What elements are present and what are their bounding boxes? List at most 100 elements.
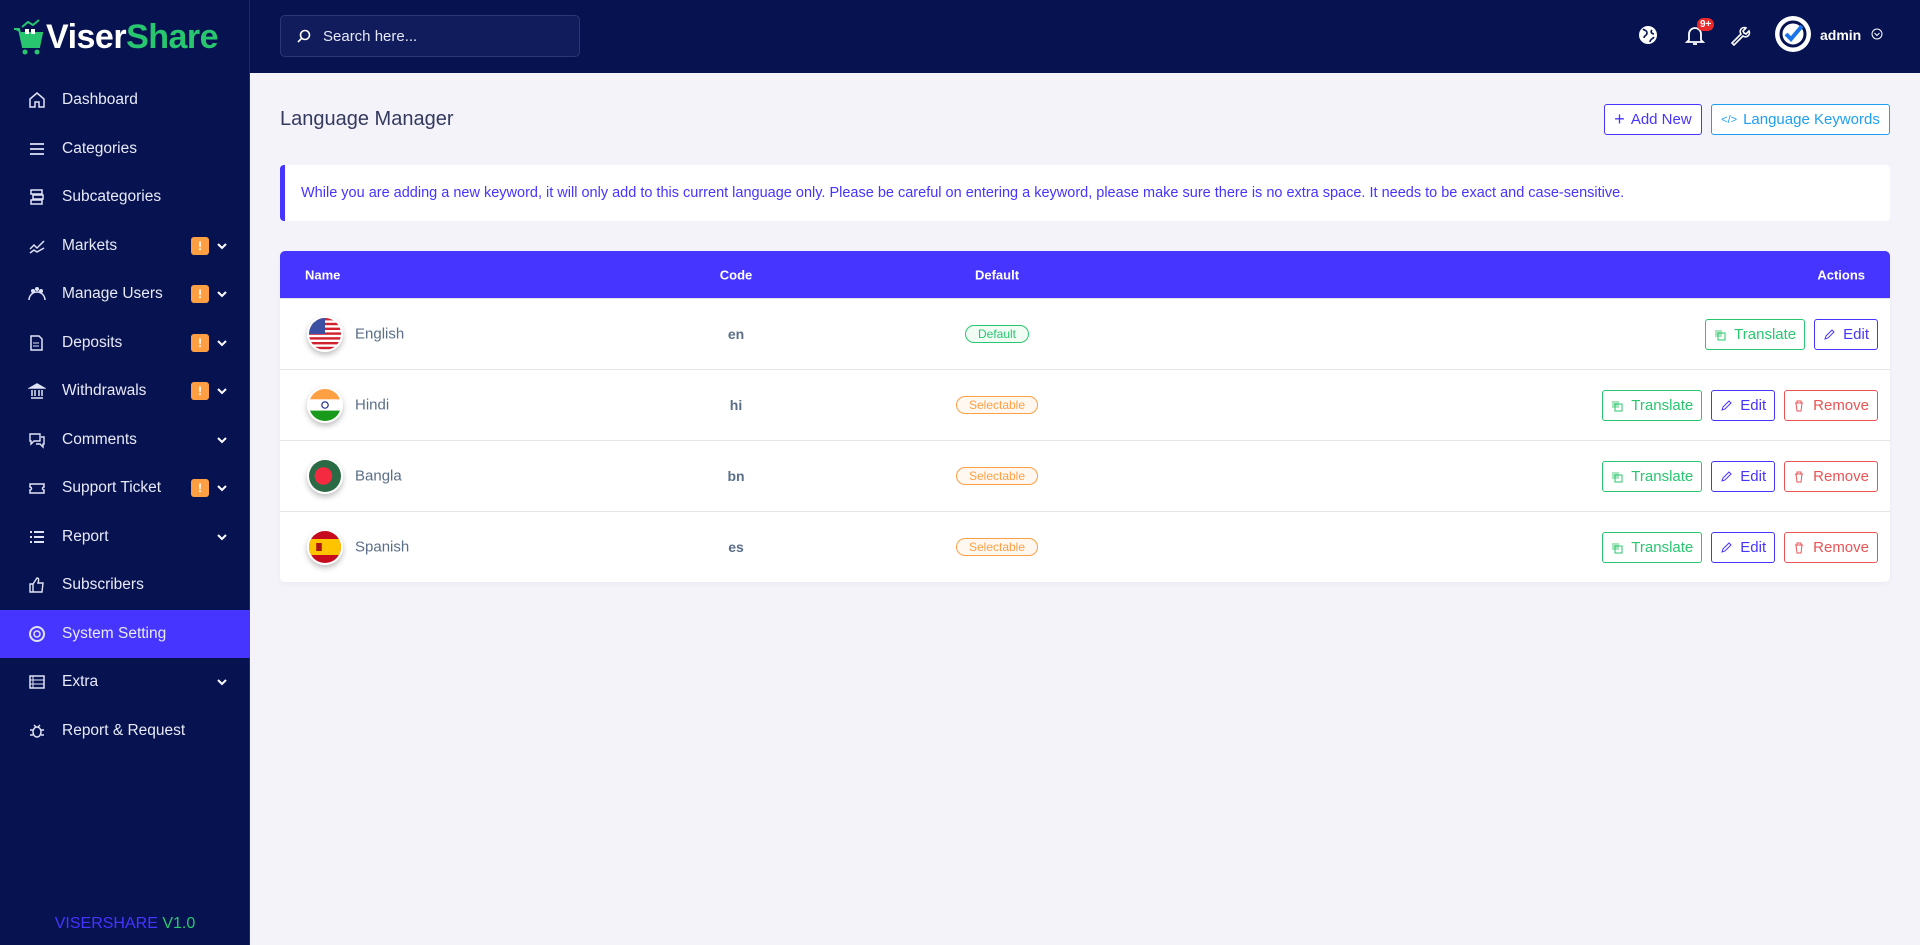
search-input[interactable]: Search here...: [280, 15, 580, 57]
sidebar-item-extra[interactable]: Extra: [0, 658, 250, 707]
edit-label: Edit: [1740, 397, 1767, 414]
sidebar-item-label: Subcategories: [62, 188, 162, 206]
header-default: Default: [974, 267, 1020, 282]
sidebar-item-support-ticket[interactable]: Support Ticket!: [0, 464, 250, 513]
globe-icon[interactable]: [1637, 24, 1659, 46]
notification-count: 9+: [1697, 18, 1715, 31]
version-name: VISERSHARE: [54, 915, 158, 932]
stack-icon: [28, 188, 46, 206]
sidebar-item-withdrawals[interactable]: Withdrawals!: [0, 367, 250, 416]
edit-button[interactable]: Edit: [1711, 532, 1776, 563]
sidebar-item-label: Comments: [62, 430, 137, 448]
info-alert: While you are adding a new keyword, it w…: [280, 165, 1890, 221]
logo[interactable]: Viser Share: [12, 18, 219, 57]
chevron-down-icon[interactable]: [216, 288, 228, 300]
language-code-text: en: [727, 326, 745, 342]
sidebar-item-categories[interactable]: Categories: [0, 125, 250, 174]
sidebar-item-subscribers[interactable]: Subscribers: [0, 561, 250, 610]
wrench-icon[interactable]: [1729, 24, 1751, 46]
header-code: Code: [719, 267, 753, 282]
list-icon: [28, 528, 46, 546]
chevron-down-circle-icon[interactable]: [1871, 28, 1883, 40]
username[interactable]: admin: [1820, 27, 1862, 43]
row-actions: Translate Edit: [1705, 319, 1878, 350]
language-name: Spanish: [355, 538, 410, 556]
translate-label: Translate: [1734, 326, 1797, 343]
alert-badge: !: [191, 333, 209, 352]
server-icon: [28, 673, 46, 691]
sidebar-item-label: System Setting: [62, 624, 167, 642]
sidebar-item-label: Categories: [62, 139, 137, 157]
sidebar-item-deposits[interactable]: Deposits!: [0, 319, 250, 368]
check-avatar-icon: [1779, 20, 1807, 48]
remove-label: Remove: [1813, 397, 1869, 414]
chevron-down-icon[interactable]: [216, 531, 228, 543]
language-code-text: hi: [729, 397, 743, 413]
chevron-down-icon[interactable]: [216, 240, 228, 252]
status-badge-text: Default: [964, 325, 1030, 343]
remove-button[interactable]: Remove: [1784, 390, 1878, 421]
sidebar-nav: Dashboard Categories Subcategories Markets!…: [0, 76, 250, 755]
sidebar-item-manage-users[interactable]: Manage Users!: [0, 270, 250, 319]
translate-label: Translate: [1631, 397, 1694, 414]
search-icon: [297, 29, 311, 43]
pencil-icon: [1824, 328, 1835, 340]
edit-button[interactable]: Edit: [1814, 319, 1878, 350]
sidebar-item-subcategories[interactable]: Subcategories: [0, 173, 250, 222]
code-icon: </>: [1721, 113, 1738, 126]
translate-button[interactable]: Translate: [1602, 390, 1703, 421]
add-new-button[interactable]: + Add New: [1604, 104, 1702, 135]
ticket-icon: [28, 479, 46, 497]
remove-button[interactable]: Remove: [1784, 532, 1878, 563]
header-name: Name: [305, 267, 341, 282]
chevron-down-icon[interactable]: [216, 385, 228, 397]
sidebar-item-dashboard[interactable]: Dashboard: [0, 76, 250, 125]
alert-text: While you are adding a new keyword, it w…: [301, 185, 1625, 201]
edit-label: Edit: [1740, 468, 1767, 485]
language-name: English: [355, 325, 405, 343]
sidebar-item-label: Dashboard: [62, 91, 138, 109]
chevron-down-icon[interactable]: [216, 482, 228, 494]
language-keywords-button[interactable]: </> Language Keywords: [1711, 104, 1890, 135]
pencil-icon: [1721, 541, 1732, 553]
row-actions: Translate Edit Remove: [1602, 532, 1878, 563]
sidebar-item-report[interactable]: Report: [0, 513, 250, 562]
flag-in-icon: [307, 387, 343, 423]
brand-part1: Viser: [46, 18, 127, 56]
flag-bd-icon: [307, 458, 343, 494]
sidebar-item-label: Report & Request: [62, 721, 186, 739]
edit-label: Edit: [1843, 326, 1869, 343]
alert-badge: !: [191, 285, 209, 304]
language-name: Hindi: [355, 396, 390, 414]
alert-badge: !: [191, 382, 209, 401]
alert-badge: !: [191, 236, 209, 255]
bug-icon: [28, 722, 46, 740]
translate-button[interactable]: Translate: [1602, 532, 1703, 563]
home-icon: [28, 91, 46, 109]
sidebar-item-system-setting[interactable]: System Setting: [0, 609, 250, 658]
sidebar-item-label: Manage Users: [62, 285, 163, 303]
avatar[interactable]: [1775, 16, 1811, 52]
chevron-down-icon[interactable]: [216, 676, 228, 688]
sidebar-item-comments[interactable]: Comments: [0, 416, 250, 465]
search-placeholder: Search here...: [323, 27, 418, 45]
sidebar: Viser Share Dashboard Categories Subcategor…: [0, 0, 250, 945]
life-ring-icon: [28, 625, 46, 643]
language-icon: [1612, 471, 1623, 482]
edit-button[interactable]: Edit: [1711, 390, 1776, 421]
language-code-text: es: [728, 539, 744, 555]
sidebar-item-markets[interactable]: Markets!: [0, 222, 250, 271]
trash-icon: [1795, 542, 1804, 553]
status-badge-text: Selectable: [955, 396, 1039, 414]
translate-label: Translate: [1631, 468, 1694, 485]
translate-button[interactable]: Translate: [1705, 319, 1806, 350]
language-icon: [1612, 542, 1623, 553]
cart-logo-icon: [14, 18, 44, 54]
translate-button[interactable]: Translate: [1602, 461, 1703, 492]
edit-button[interactable]: Edit: [1711, 461, 1776, 492]
chevron-down-icon[interactable]: [216, 434, 228, 446]
sidebar-item-report-request[interactable]: Report & Request: [0, 707, 250, 756]
chevron-down-icon[interactable]: [216, 337, 228, 349]
remove-button[interactable]: Remove: [1784, 461, 1878, 492]
pencil-icon: [1721, 399, 1732, 411]
